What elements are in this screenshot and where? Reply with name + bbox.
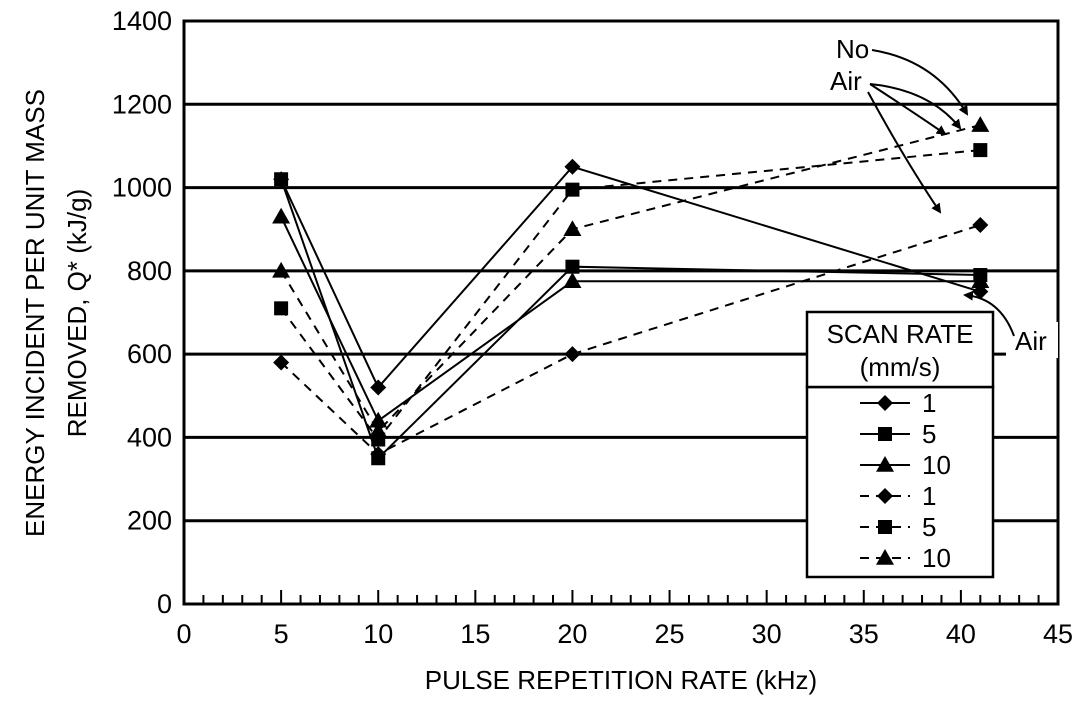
x-tick-label: 45 bbox=[1043, 619, 1073, 649]
y-tick-label: 0 bbox=[157, 589, 172, 619]
y-tick-label: 400 bbox=[127, 422, 172, 452]
annotation-arrow bbox=[869, 83, 947, 136]
series-point-dashed-10 bbox=[563, 220, 582, 236]
x-tick-label: 25 bbox=[655, 619, 685, 649]
annotation-air-right: Air bbox=[1015, 326, 1047, 356]
series-point-dashed-10 bbox=[369, 422, 388, 438]
y-axis-title-line1: ENERGY INCIDENT PER UNIT MASS bbox=[20, 89, 50, 537]
series-point-dashed-1 bbox=[564, 346, 581, 363]
series-layer bbox=[272, 116, 990, 466]
legend-marker-dashed-1 bbox=[877, 488, 893, 504]
legend-marker-dashed-5 bbox=[878, 520, 892, 534]
legend-marker-solid-10 bbox=[876, 456, 894, 472]
series-line-dashed-1 bbox=[280, 224, 981, 456]
x-tick-label: 5 bbox=[274, 619, 289, 649]
y-tick-label: 1000 bbox=[112, 173, 172, 203]
series-point-dashed-5 bbox=[565, 182, 580, 197]
series-point-dashed-5 bbox=[973, 143, 988, 158]
series-point-solid-5 bbox=[274, 172, 289, 187]
series-point-dashed-1 bbox=[972, 217, 989, 234]
annotation-no: No bbox=[836, 34, 869, 64]
annotation-arrow bbox=[963, 290, 1015, 337]
series-line-dashed-5 bbox=[280, 149, 981, 442]
series-line-dashed-10 bbox=[280, 124, 981, 433]
legend-title-line2: (mm/s) bbox=[860, 352, 941, 382]
legend-label-dashed-5: 5 bbox=[922, 512, 936, 542]
series-line-solid-10 bbox=[280, 216, 981, 423]
legend-title-box bbox=[805, 310, 995, 389]
series-line-solid-1 bbox=[280, 165, 981, 390]
legend-label-dashed-1: 1 bbox=[922, 481, 936, 511]
legend-marker-dashed-10 bbox=[876, 549, 894, 565]
legend-marker-solid-1 bbox=[877, 395, 893, 411]
y-tick-label: 1200 bbox=[112, 89, 172, 119]
series-point-solid-10 bbox=[563, 272, 582, 289]
series-point-solid-10 bbox=[272, 207, 291, 224]
series-point-solid-1 bbox=[370, 379, 387, 396]
legend-title-line1: SCAN RATE bbox=[827, 319, 974, 349]
x-tick-label: 35 bbox=[849, 619, 879, 649]
x-tick-label: 40 bbox=[946, 619, 976, 649]
x-tick-label: 0 bbox=[176, 619, 191, 649]
series-point-solid-1 bbox=[564, 158, 581, 175]
legend-label-solid-1: 1 bbox=[922, 388, 936, 418]
legend-marker-solid-5 bbox=[878, 427, 892, 441]
x-tick-label: 15 bbox=[460, 619, 490, 649]
annotation-arrow bbox=[869, 83, 962, 130]
x-tick-label: 30 bbox=[752, 619, 782, 649]
annotation-arrow bbox=[867, 91, 942, 214]
legend-label-solid-5: 5 bbox=[922, 419, 936, 449]
x-tick-label: 10 bbox=[363, 619, 393, 649]
y-axis-title-line2: REMOVED, Q* (kJ/g) bbox=[62, 189, 92, 437]
annotation-air-top: Air bbox=[830, 66, 862, 96]
x-tick-label: 20 bbox=[557, 619, 587, 649]
series-point-dashed-1 bbox=[273, 354, 290, 371]
y-tick-label: 200 bbox=[127, 506, 172, 536]
series-point-dashed-10 bbox=[971, 116, 990, 132]
series-point-dashed-5 bbox=[274, 301, 289, 316]
legend-label-dashed-10: 10 bbox=[922, 543, 951, 573]
plot-frame bbox=[182, 19, 1060, 606]
legend-label-solid-10: 10 bbox=[922, 450, 951, 480]
annotation-air-bg bbox=[1006, 322, 1058, 358]
x-axis-title: PULSE REPETITION RATE (kHz) bbox=[425, 665, 817, 695]
series-point-dashed-1 bbox=[370, 446, 387, 463]
series-point-dashed-10 bbox=[272, 261, 291, 278]
y-tick-label: 800 bbox=[127, 256, 172, 286]
series-point-solid-10 bbox=[971, 272, 990, 289]
series-point-solid-5 bbox=[565, 259, 580, 274]
annotation-arrow bbox=[871, 49, 969, 116]
y-tick-label: 600 bbox=[127, 339, 172, 369]
y-tick-label: 1400 bbox=[112, 6, 172, 36]
legend-box bbox=[805, 385, 995, 579]
annotation-layer: No Air Air bbox=[830, 34, 1058, 358]
